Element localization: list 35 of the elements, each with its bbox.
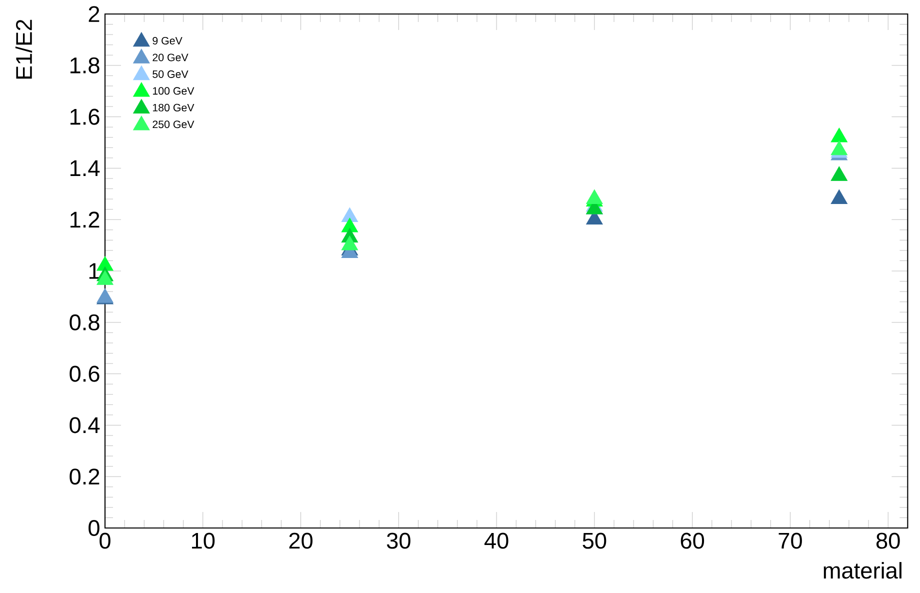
y-tick-label: 1.8 (70, 57, 100, 74)
x-axis-title: material (824, 562, 902, 579)
y-tick-label: 1 (89, 263, 100, 279)
x-tick-label: 40 (484, 532, 508, 549)
legend-label: 20 GeV (152, 54, 188, 62)
y-tick-label: 1.4 (70, 160, 100, 176)
x-tick-label: 0 (100, 532, 110, 549)
x-tick-label: 80 (876, 532, 900, 549)
x-tick-label: 20 (289, 532, 313, 549)
point (830, 189, 848, 204)
legend-label: 250 GeV (152, 120, 194, 128)
point (830, 166, 848, 181)
y-tick-label: 0.4 (70, 417, 100, 434)
point (341, 218, 358, 232)
point (586, 189, 603, 204)
y-tick-label: 0 (88, 520, 100, 536)
y-tick-label: 1.2 (70, 212, 100, 228)
point (830, 128, 848, 142)
point (341, 207, 358, 222)
legend-label: 9 GeV (152, 36, 182, 45)
legend-label: 180 GeV (152, 104, 194, 112)
y-tick-label: 2 (88, 6, 100, 22)
x-tick-label: 70 (778, 532, 802, 549)
legend-label: 50 GeV (152, 70, 188, 78)
legend-label: 100 GeV (152, 87, 194, 95)
x-tick-label: 50 (582, 532, 606, 549)
x-tick-label: 60 (680, 532, 704, 549)
y-tick-label: 1.6 (70, 108, 100, 125)
x-tick-label: 10 (192, 532, 215, 549)
y-tick-label: 0.8 (70, 314, 100, 330)
y-tick-label: 0.2 (70, 468, 100, 485)
y-tick-label: 0.6 (70, 366, 100, 382)
x-tick-label: 30 (386, 532, 410, 549)
point (341, 236, 358, 250)
y-axis-title: E1/E2 (15, 20, 32, 79)
